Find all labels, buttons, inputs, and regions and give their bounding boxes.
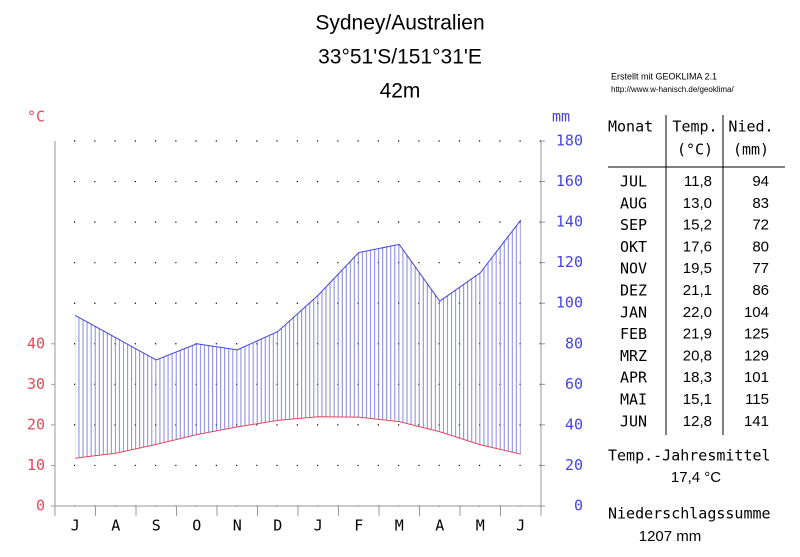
table-cell: 13,0 — [683, 195, 712, 212]
coordinates: 33°51'S/151°31'E — [318, 46, 482, 69]
x-tick-label: M — [395, 517, 404, 535]
table-cell: 77 — [752, 260, 769, 277]
table-month: JUN — [620, 412, 647, 430]
table-cell: 141 — [744, 413, 769, 430]
table-cell: 115 — [745, 391, 769, 408]
table-month: DEZ — [620, 282, 647, 300]
table-cell: 80 — [752, 238, 769, 255]
table-cell: 83 — [752, 195, 769, 212]
credit: Erstellt mit GEOKLIMA 2.1 — [611, 71, 717, 81]
x-tick-label: A — [435, 517, 444, 535]
y2-tick-label: 160 — [556, 172, 583, 190]
table-cell: 12,8 — [683, 413, 712, 430]
credit-url: http://www.w-hanisch.de/geoklima/ — [611, 85, 735, 94]
table-cell: 17,6 — [683, 238, 712, 255]
y2-tick-label: 120 — [556, 253, 583, 271]
table-cell: 72 — [752, 217, 769, 234]
y2-tick-label: 140 — [556, 213, 583, 231]
y2-tick-label: 80 — [565, 334, 583, 352]
y2-tick-label: 100 — [556, 294, 583, 312]
table-cell: 86 — [752, 282, 769, 299]
x-tick-label: J — [516, 517, 525, 535]
table-cell: 18,3 — [683, 369, 712, 386]
x-tick-label: D — [273, 517, 282, 535]
temp-mean-label: Temp.-Jahresmittel — [608, 447, 771, 465]
x-tick-label: M — [476, 517, 485, 535]
precip-sum-value: 1207 mm — [639, 528, 702, 545]
y2-axis-label: mm — [552, 108, 570, 126]
y-tick-label: 40 — [27, 334, 45, 352]
temp-mean-value: 17,4 °C — [671, 469, 721, 486]
precip-sum-label: Niederschlagssumme — [608, 505, 771, 523]
table-month: MRZ — [620, 347, 647, 365]
table-cell: 21,1 — [683, 282, 712, 299]
table-unit: (mm) — [733, 141, 769, 159]
y2-tick-label: 180 — [556, 132, 583, 150]
table-cell: 94 — [752, 173, 769, 190]
table-month: MAI — [620, 391, 647, 409]
y2-tick-label: 20 — [565, 456, 583, 474]
y2-tick-label: 40 — [565, 415, 583, 433]
table-cell: 125 — [744, 326, 769, 343]
table-header: Nied. — [728, 118, 773, 136]
table-cell: 104 — [744, 304, 769, 321]
y-tick-label: 0 — [36, 497, 45, 515]
x-tick-label: J — [314, 517, 323, 535]
table-unit: (°C) — [677, 141, 713, 159]
table-header: Temp. — [672, 118, 717, 136]
temp-line — [75, 416, 521, 459]
x-tick-label: N — [233, 517, 242, 535]
table-month: JUL — [620, 173, 647, 191]
table-cell: 22,0 — [683, 304, 712, 321]
table-cell: 15,2 — [683, 217, 712, 234]
x-tick-label: S — [152, 517, 161, 535]
y2-tick-label: 0 — [574, 497, 583, 515]
table-cell: 129 — [744, 347, 769, 364]
table-cell: 15,1 — [683, 391, 712, 408]
x-tick-label: A — [111, 517, 120, 535]
y-tick-label: 30 — [27, 375, 45, 393]
elevation: 42m — [380, 80, 421, 103]
x-tick-label: O — [192, 517, 201, 535]
table-month: JAN — [620, 303, 647, 321]
table-month: AUG — [620, 194, 647, 212]
table-month: SEP — [620, 216, 647, 234]
chart-title: Sydney/Australien — [315, 12, 484, 35]
table-cell: 11,8 — [684, 173, 712, 190]
y-tick-label: 10 — [27, 456, 45, 474]
table-month: APR — [620, 369, 648, 387]
table-month: OKT — [620, 238, 647, 256]
table-cell: 101 — [744, 369, 769, 386]
table-cell: 20,8 — [683, 347, 712, 364]
table-month: FEB — [620, 325, 647, 343]
table-cell: 19,5 — [683, 260, 712, 277]
x-tick-label: F — [354, 517, 363, 535]
x-tick-label: J — [71, 517, 80, 535]
y-axis-label: °C — [27, 108, 45, 126]
y2-tick-label: 60 — [565, 375, 583, 393]
humid-hatch — [75, 220, 521, 459]
table-header: Monat — [608, 118, 653, 136]
table-cell: 21,9 — [683, 326, 712, 343]
table-month: NOV — [620, 260, 647, 278]
y-tick-label: 20 — [27, 415, 45, 433]
precip-line — [75, 219, 522, 361]
